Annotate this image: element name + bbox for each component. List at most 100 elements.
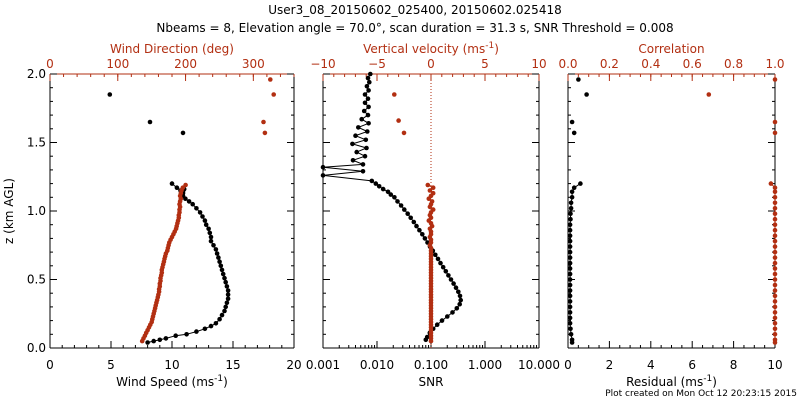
x-tick-label: 10 [164, 358, 179, 372]
data-point [438, 260, 443, 266]
data-point [426, 196, 432, 201]
data-point [571, 130, 577, 136]
data-point [772, 130, 778, 136]
data-point [772, 189, 778, 195]
data-point [151, 338, 156, 344]
data-point [169, 181, 175, 186]
data-point [362, 100, 368, 106]
top-tick-label: 0.6 [683, 57, 702, 71]
data-point [569, 195, 575, 200]
data-point [772, 310, 778, 315]
top-axis-label: Vertical velocity (ms-1) [363, 41, 499, 56]
y-tick-label: 2.0 [27, 67, 46, 81]
data-point [772, 299, 778, 304]
data-point [362, 92, 368, 97]
data-point [772, 271, 778, 277]
y-axis-label: z (km AGL) [2, 178, 16, 244]
data-point [385, 189, 391, 195]
x-axis-label: Residual (ms-1) [626, 374, 717, 389]
data-point [320, 164, 326, 170]
data-point [206, 226, 211, 232]
data-point [368, 71, 373, 77]
data-point [456, 289, 461, 295]
data-point [194, 329, 199, 334]
data-point [190, 201, 195, 207]
series-line [322, 73, 462, 341]
data-point [207, 230, 213, 236]
data-point [219, 312, 225, 318]
data-point [366, 104, 371, 110]
data-point [411, 219, 417, 225]
figure-title: User3_08_20150602_025400, 20150602.02541… [268, 3, 561, 17]
data-point [353, 133, 358, 138]
data-point [569, 189, 575, 195]
data-point [568, 332, 574, 337]
data-point [568, 211, 573, 216]
data-point [225, 296, 231, 302]
series-residual [567, 181, 583, 345]
y-tick-label: 0.0 [27, 341, 46, 355]
data-point [772, 326, 778, 332]
series-correlation [768, 181, 778, 345]
data-point [200, 214, 205, 219]
data-point [396, 118, 401, 123]
data-point [567, 288, 573, 293]
x-tick-label: 8 [730, 358, 738, 372]
data-point [772, 244, 778, 249]
y-tick-label: 1.5 [27, 136, 46, 150]
data-point [567, 249, 573, 255]
data-point [184, 332, 189, 337]
data-point [457, 293, 463, 299]
data-point [567, 255, 573, 260]
x-tick-label: 6 [688, 358, 696, 372]
data-point [567, 266, 573, 271]
data-point [567, 244, 573, 249]
data-point [174, 185, 180, 190]
data-point [367, 79, 372, 85]
data-point [772, 222, 778, 227]
data-point [361, 108, 367, 114]
data-point [567, 227, 573, 233]
data-point [430, 185, 436, 190]
top-tick-label: 10 [531, 57, 546, 71]
data-point [434, 322, 440, 328]
series-line [147, 183, 229, 343]
data-point [202, 326, 208, 332]
data-point [369, 178, 375, 184]
data-point [356, 125, 361, 130]
x-tick-label: 2 [606, 358, 614, 372]
data-point [350, 141, 355, 147]
top-tick-label: 0.2 [600, 57, 619, 71]
top-tick-label: 200 [174, 57, 197, 71]
data-point [217, 259, 222, 265]
data-point [401, 130, 407, 136]
data-point [213, 321, 219, 326]
data-point [365, 112, 371, 118]
series-vertical-velocity [425, 182, 436, 344]
data-point [772, 282, 778, 288]
data-point [261, 119, 266, 125]
top-tick-label: 0 [427, 57, 435, 71]
series-wind-speed [145, 181, 231, 345]
data-point [364, 84, 370, 89]
data-point [180, 130, 186, 136]
top-tick-label: 5 [481, 57, 489, 71]
data-point [427, 188, 433, 193]
data-point [208, 234, 214, 240]
data-point [768, 181, 774, 186]
data-point [567, 282, 573, 288]
data-point [366, 121, 371, 126]
data-point [772, 304, 778, 310]
top-tick-label: 1.0 [765, 57, 784, 71]
top-tick-label: −10 [310, 57, 335, 71]
x-tick-label: 0 [46, 358, 54, 372]
data-point [567, 293, 573, 299]
data-point [772, 260, 778, 266]
x-tick-label: 0.100 [414, 358, 448, 372]
data-point [194, 206, 199, 211]
data-point [578, 181, 583, 186]
data-point [222, 275, 227, 281]
data-point [772, 255, 778, 260]
data-point [363, 137, 369, 143]
